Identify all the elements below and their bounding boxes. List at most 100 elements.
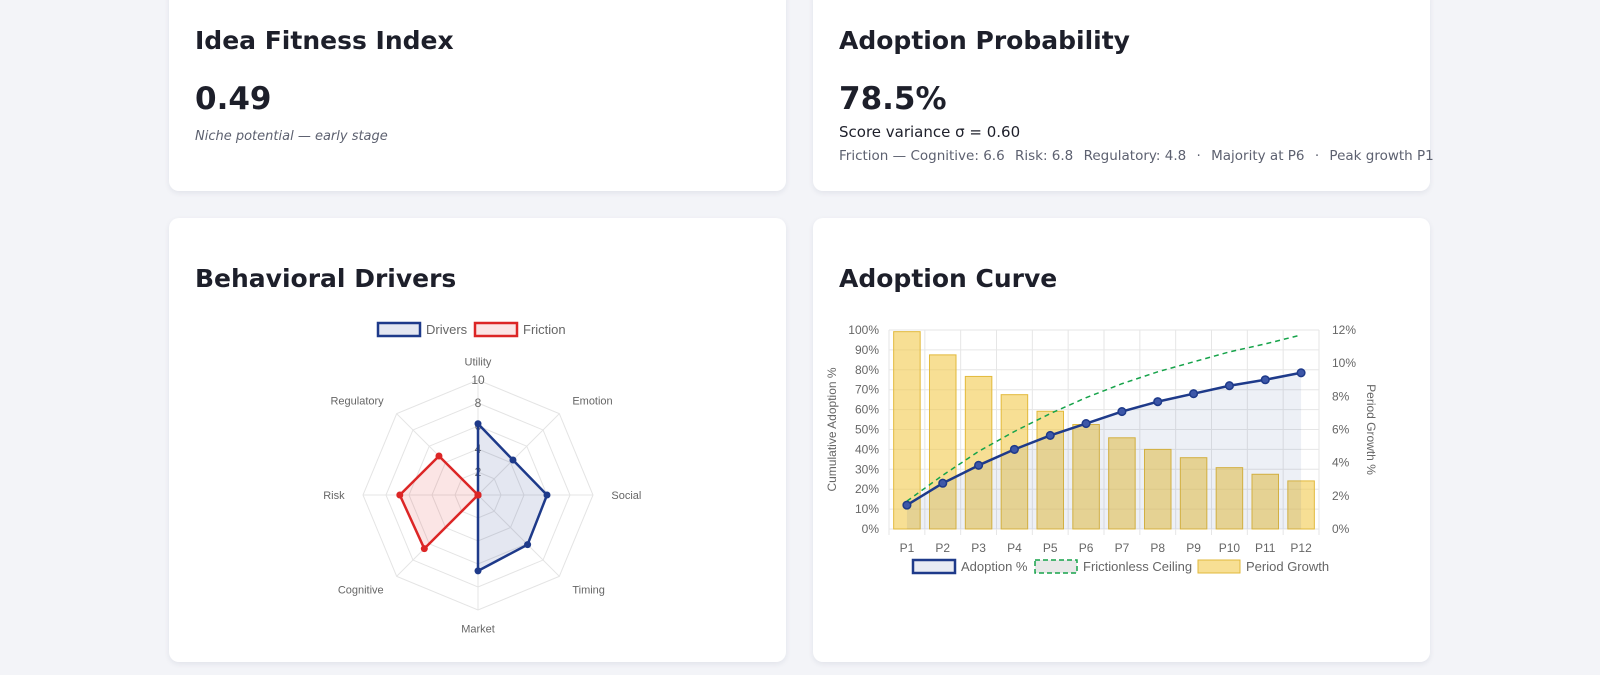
y-left-tick-label: 10% xyxy=(855,502,879,516)
y-left-tick-label: 90% xyxy=(855,343,879,357)
fitness-card: Idea Fitness Index 0.49 Niche potential … xyxy=(169,0,786,191)
radar-axis-label-timing: Timing xyxy=(572,584,605,596)
growth-bar xyxy=(893,331,921,530)
adoption-point xyxy=(938,478,948,488)
radar-chart: DriversFriction246810UtilityEmotionSocia… xyxy=(323,321,641,635)
drivers-card: Behavioral Drivers DriversFriction246810… xyxy=(169,218,786,662)
legend-swatch-growth xyxy=(1197,559,1241,574)
x-tick-label: P7 xyxy=(1115,541,1130,555)
fitness-value: 0.49 xyxy=(195,81,272,117)
growth-bar xyxy=(928,354,957,530)
friction-summary: Friction — Cognitive: 6.6 Risk: 6.8 Regu… xyxy=(839,148,1440,164)
x-tick-label: P5 xyxy=(1043,541,1058,555)
y-left-tick-label: 40% xyxy=(855,442,879,456)
x-tick-label: P1 xyxy=(900,541,915,555)
legend-label-growth: Period Growth xyxy=(1246,559,1329,574)
y-left-tick-label: 0% xyxy=(862,522,880,536)
y-left-tick-label: 70% xyxy=(855,383,879,397)
y-left-tick-label: 30% xyxy=(855,462,879,476)
growth-bar xyxy=(1251,473,1280,530)
radar-point-drivers xyxy=(543,491,551,499)
radar-axis-label-market: Market xyxy=(461,623,495,635)
adoption-point xyxy=(1189,389,1199,399)
y-left-tick-label: 60% xyxy=(855,403,879,417)
adoption-curve-chart: 0% 10% 20% 30% 40% 50% 60% 70% 80% 90% 100% 0% 2% 4% 6… xyxy=(825,323,1378,575)
legend-label-drivers: Drivers xyxy=(426,322,468,337)
adoption-point xyxy=(1224,381,1234,391)
friction-cognitive: Friction — Cognitive: 6.6 xyxy=(839,148,1005,164)
radar-axis-label-utility: Utility xyxy=(465,357,492,369)
adoption-point xyxy=(1117,407,1127,417)
radar-point-drivers xyxy=(524,541,532,549)
x-tick-label: P9 xyxy=(1186,541,1201,555)
radar-point-drivers xyxy=(474,567,482,575)
adoption-point xyxy=(902,500,912,510)
friction-risk: Risk: 6.8 xyxy=(1014,148,1074,164)
radar-point-drivers xyxy=(509,456,517,464)
growth-bar xyxy=(1108,437,1136,530)
radar-point-friction xyxy=(396,491,404,499)
radar-spoke xyxy=(477,413,560,496)
y-left-tick-label: 50% xyxy=(855,423,879,437)
adoption-point xyxy=(974,460,984,470)
x-tick-label: P4 xyxy=(1007,541,1022,555)
radar-axis-label-social: Social xyxy=(611,490,641,502)
radar-point-friction xyxy=(474,491,482,499)
x-tick-label: P11 xyxy=(1255,541,1276,555)
radar-series-drivers xyxy=(476,422,549,573)
legend-label-ceiling: Frictionless Ceiling xyxy=(1083,559,1192,574)
radar-point-friction xyxy=(435,452,443,460)
adoption-line xyxy=(906,371,1302,507)
drivers-title: Behavioral Drivers xyxy=(195,264,457,293)
radar-spoke xyxy=(477,494,560,577)
fitness-subtitle: Niche potential — early stage xyxy=(195,129,388,144)
radar-axis-label-regulatory: Regulatory xyxy=(330,396,384,408)
y-left-tick-label: 20% xyxy=(855,482,879,496)
y-right-tick-label: 6% xyxy=(1332,423,1350,437)
radar-axis-label-risk: Risk xyxy=(323,490,345,502)
y-right-tick-label: 10% xyxy=(1332,356,1356,370)
growth-bar xyxy=(1036,410,1065,530)
friction-regulatory: Regulatory: 4.8 xyxy=(1083,148,1187,164)
peak-growth: Peak growth P1 xyxy=(1329,148,1434,164)
adoption-value: 78.5% xyxy=(839,81,947,117)
adoption-point xyxy=(1153,397,1163,407)
radar-axis-label-cognitive: Cognitive xyxy=(338,584,384,596)
radar-point-drivers xyxy=(474,420,482,428)
x-tick-label: P8 xyxy=(1150,541,1165,555)
adoption-title: Adoption Probability xyxy=(839,26,1130,55)
x-tick-label: P10 xyxy=(1219,541,1241,555)
legend-swatch-adoption xyxy=(911,558,957,575)
legend-swatch-drivers xyxy=(376,321,422,338)
curve-card: Adoption Curve 0% 10% 20% 30% 40% 50% 60% 70% 80… xyxy=(813,218,1430,662)
y-right-axis-title: Period Growth % xyxy=(1364,384,1378,475)
curve-title: Adoption Curve xyxy=(839,264,1058,293)
radar-point-friction xyxy=(420,545,428,553)
growth-bar xyxy=(1215,467,1244,530)
x-tick-label: P2 xyxy=(935,541,950,555)
growth-bar xyxy=(1287,480,1315,530)
legend-label-adoption: Adoption % xyxy=(961,559,1028,574)
fitness-title: Idea Fitness Index xyxy=(195,26,454,55)
y-right-tick-label: 0% xyxy=(1332,522,1350,536)
adoption-area xyxy=(906,372,1302,529)
adoption-point xyxy=(1045,430,1055,441)
separator: · xyxy=(1314,148,1320,164)
adoption-card: Adoption Probability 78.5% Score varianc… xyxy=(813,0,1434,191)
ceiling-line xyxy=(906,334,1302,502)
y-right-tick-label: 12% xyxy=(1332,323,1356,337)
legend-swatch-ceiling xyxy=(1034,559,1078,574)
growth-bar xyxy=(1000,394,1029,530)
x-tick-label: P12 xyxy=(1290,541,1312,555)
radar-series-friction xyxy=(398,454,480,550)
y-right-tick-label: 2% xyxy=(1332,489,1350,503)
y-right-tick-label: 8% xyxy=(1332,389,1350,403)
adoption-point xyxy=(1009,444,1019,454)
adoption-point xyxy=(1260,375,1270,385)
growth-bar xyxy=(1143,448,1172,530)
y-left-tick-label: 80% xyxy=(855,363,879,377)
radar-tick-label: 8 xyxy=(475,396,482,410)
legend-swatch-friction xyxy=(473,321,519,338)
adoption-point xyxy=(1296,368,1306,378)
adoption-point xyxy=(1081,418,1091,429)
